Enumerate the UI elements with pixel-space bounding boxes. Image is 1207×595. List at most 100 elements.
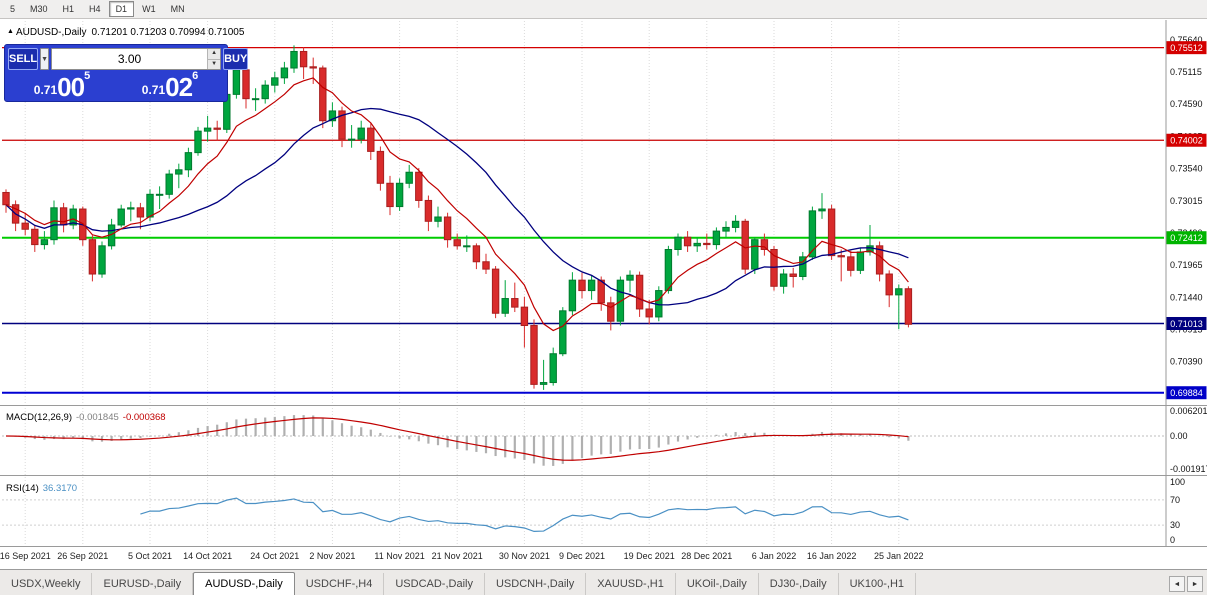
rsi-axis-label: 100: [1170, 477, 1185, 487]
candle-up: [895, 288, 903, 296]
y-axis-tick-label: 0.73540: [1170, 164, 1203, 174]
candle-up: [559, 310, 567, 355]
tab-audusd-daily[interactable]: AUDUSD-,Daily: [193, 572, 295, 595]
timeframe-button-h4[interactable]: H4: [89, 4, 101, 14]
chart-tabs-bar: USDX,Weekly EURUSD-,Daily AUDUSD-,Daily USD…: [0, 569, 1207, 595]
candle-down: [424, 199, 433, 222]
date-axis-label: 24 Oct 2021: [250, 551, 299, 561]
candle-down: [299, 50, 308, 68]
candle-up: [98, 245, 106, 275]
macd-axis-label: 0.006201: [1170, 406, 1207, 416]
candle-down: [511, 298, 519, 308]
tab-eurusd-daily[interactable]: EURUSD-,Daily: [92, 573, 194, 595]
tab-dj30-daily[interactable]: DJ30-,Daily: [759, 573, 839, 595]
macd-axis-label: 0.00: [1170, 431, 1188, 441]
price-level-badge-value: 0.72412: [1170, 233, 1203, 243]
candle-up: [271, 77, 279, 86]
timeframe-button-w1[interactable]: W1: [142, 4, 156, 14]
volume-up-button[interactable]: ▲: [208, 49, 221, 60]
tab-usdcnh-daily[interactable]: USDCNH-,Daily: [485, 573, 587, 595]
candle-down: [443, 216, 452, 241]
candle-up: [395, 182, 404, 208]
buy-price-prefix: 0.71: [141, 83, 166, 97]
candle-down: [597, 279, 605, 304]
candle-up: [693, 242, 701, 247]
tab-usdx-weekly[interactable]: USDX,Weekly: [0, 573, 93, 595]
date-axis-label: 16 Sep 2021: [0, 551, 51, 561]
price-level-badge: [1166, 41, 1207, 55]
sell-button[interactable]: SELL: [8, 48, 39, 70]
sell-price: 0.71 00 5: [8, 70, 116, 102]
chart-symbol-label: AUDUSD-,Daily: [15, 27, 87, 38]
candle-up: [261, 84, 269, 100]
price-level-badge-value: 0.74002: [1170, 136, 1203, 146]
date-axis-label: 2 Nov 2021: [309, 551, 355, 561]
y-axis-tick-label: 0.71440: [1170, 292, 1203, 302]
timeframe-button-5[interactable]: 5: [10, 4, 16, 14]
date-axis-label: 28 Dec 2021: [681, 551, 732, 561]
symbol-marker-icon: ▲: [7, 28, 14, 35]
timeframe-button-d1[interactable]: D1: [108, 1, 135, 17]
chart-title: ▲ AUDUSD-,Daily 0.71201 0.71203 0.70994 0.…: [7, 27, 244, 38]
candle-up: [779, 273, 788, 287]
candle-up: [184, 152, 193, 171]
candle-down: [530, 325, 538, 385]
rsi-axis-label: 70: [1170, 495, 1180, 505]
price-level-badge-value: 0.75512: [1170, 43, 1203, 53]
buy-button[interactable]: BUY: [223, 48, 249, 70]
candle-up: [155, 193, 164, 196]
candle-up: [175, 169, 183, 175]
price-level-badge: [1166, 386, 1207, 400]
trade-panel-prices: 0.71 00 5 0.71 02 6: [8, 70, 224, 102]
date-axis-label: 25 Jan 2022: [874, 551, 924, 561]
candle-down: [88, 239, 97, 275]
volume-input[interactable]: [52, 49, 208, 69]
candle-down: [338, 110, 346, 140]
candle-down: [491, 268, 500, 314]
tab-usdcad-daily[interactable]: USDCAD-,Daily: [384, 573, 485, 595]
tab-ukoil-daily[interactable]: UKOil-,Daily: [676, 573, 759, 595]
candle-down: [242, 69, 250, 100]
candle-up: [69, 208, 77, 226]
tabs-scroll-left-button[interactable]: ◄: [1169, 576, 1185, 592]
candle-up: [117, 208, 125, 226]
candle-down: [703, 242, 711, 246]
tab-xauusd-h1[interactable]: XAUUSD-,H1: [586, 573, 676, 595]
macd-panel-title: MACD(12,26,9) -0.001845 -0.000368: [6, 412, 166, 423]
buy-price-point: 6: [192, 70, 199, 82]
timeframe-button-mn[interactable]: MN: [170, 4, 185, 14]
candle-down: [31, 228, 39, 246]
candle-up: [539, 382, 548, 385]
ma-fast-line: [5, 77, 909, 332]
tabs-scroll-right-button[interactable]: ►: [1187, 576, 1203, 592]
candle-up: [405, 171, 413, 184]
volume-down-button[interactable]: ▼: [208, 59, 221, 69]
candle-up: [347, 138, 356, 141]
chart-ohlc-values: 0.71201 0.71203 0.70994 0.71005: [91, 27, 245, 38]
date-axis-label: 16 Jan 2022: [807, 551, 857, 561]
candle-up: [165, 173, 173, 195]
candle-up: [232, 69, 241, 95]
timeframe-button-h1[interactable]: H1: [62, 4, 75, 14]
timeframe-button-m30[interactable]: M30: [30, 4, 48, 14]
candle-down: [875, 245, 884, 275]
order-type-dropdown[interactable]: ▼: [40, 48, 50, 70]
price-level-badge-value: 0.71013: [1170, 319, 1203, 329]
y-axis-tick-label: 0.75640: [1170, 35, 1203, 45]
rsi-axis-label: 30: [1170, 520, 1180, 530]
candle-down: [482, 261, 490, 270]
candle-down: [21, 222, 29, 230]
candle-up: [280, 67, 289, 79]
candle-up: [856, 251, 865, 271]
candle-down: [415, 171, 423, 201]
candle-up: [751, 239, 759, 270]
candle-down: [827, 208, 836, 257]
candle-up: [799, 256, 807, 277]
candle-down: [770, 248, 778, 287]
candle-up: [194, 130, 202, 154]
tab-usdchf-h4[interactable]: USDCHF-,H4: [295, 573, 385, 595]
chevron-down-icon: ▼: [41, 55, 49, 63]
candle-down: [319, 67, 327, 122]
tab-uk100-h1[interactable]: UK100-,H1: [839, 573, 917, 595]
candle-up: [626, 274, 634, 281]
